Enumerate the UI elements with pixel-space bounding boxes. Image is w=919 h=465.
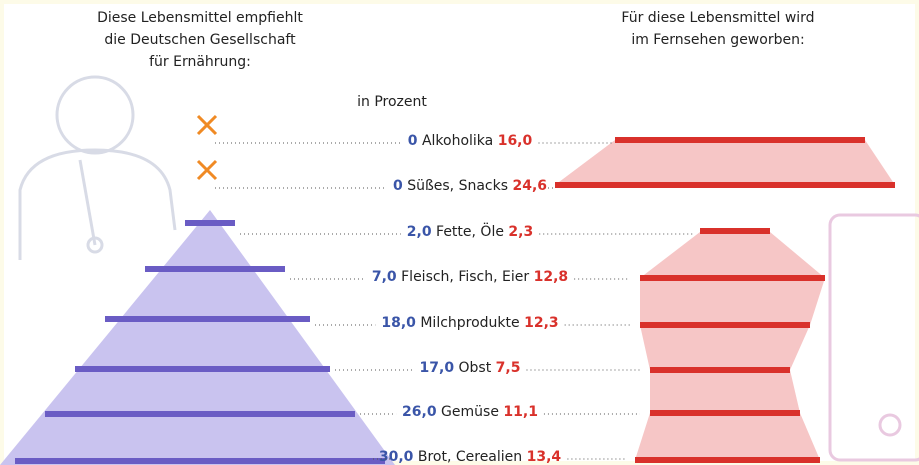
recommended-value: 2,0 <box>407 224 432 240</box>
unit-label: in Prozent <box>357 94 427 110</box>
recommended-value: 0 <box>393 178 403 194</box>
row-label: 18,0 Milchprodukte 12,3 <box>381 315 558 331</box>
recommended-value: 17,0 <box>420 360 455 376</box>
row-label: 17,0 Obst 7,5 <box>420 360 521 376</box>
row-label: 26,0 Gemüse 11,1 <box>402 404 538 420</box>
food-group: Obst <box>459 360 492 376</box>
food-group: Brot, Cerealien <box>418 449 522 465</box>
recommended-value: 7,0 <box>372 269 397 285</box>
recommended-value: 18,0 <box>381 315 416 331</box>
food-group: Fette, Öle <box>436 222 504 240</box>
row-label: 30,0 Brot, Cerealien 13,4 <box>379 449 562 465</box>
advertised-value: 11,1 <box>503 404 538 420</box>
advertised-value: 12,3 <box>524 315 559 331</box>
advertised-value: 2,3 <box>508 224 533 240</box>
page: Diese Lebensmittel empfiehlt die Deutsch… <box>0 0 919 465</box>
recommended-value: 30,0 <box>379 449 414 465</box>
advertised-value: 13,4 <box>527 449 562 465</box>
recommended-value: 0 <box>408 133 418 149</box>
advertised-value: 24,6 <box>512 178 547 194</box>
food-group: Fleisch, Fisch, Eier <box>401 269 529 285</box>
advertised-value: 7,5 <box>496 360 521 376</box>
recommended-value: 26,0 <box>402 404 437 420</box>
row-label: 7,0 Fleisch, Fisch, Eier 12,8 <box>372 269 568 285</box>
title-line: für Ernährung: <box>149 54 251 70</box>
row-label: 0 Süßes, Snacks 24,6 <box>393 178 547 194</box>
title-line: Diese Lebensmittel empfiehlt <box>97 10 303 26</box>
food-group: Alkoholika <box>422 133 493 149</box>
row-label: 0 Alkoholika 16,0 <box>408 133 533 149</box>
advertised-value: 16,0 <box>498 133 533 149</box>
food-group: Süßes, Snacks <box>407 178 508 194</box>
row-label: 2,0 Fette, Öle 2,3 <box>407 222 533 240</box>
food-group: Gemüse <box>441 404 499 420</box>
title-line: Für diese Lebensmittel wird <box>621 10 814 26</box>
advertised-value: 12,8 <box>534 269 569 285</box>
food-group: Milchprodukte <box>420 315 519 331</box>
title-line: die Deutschen Gesellschaft <box>104 32 296 48</box>
title-line: im Fernsehen geworben: <box>631 32 804 48</box>
infographic: Diese Lebensmittel empfiehlt die Deutsch… <box>0 0 919 465</box>
